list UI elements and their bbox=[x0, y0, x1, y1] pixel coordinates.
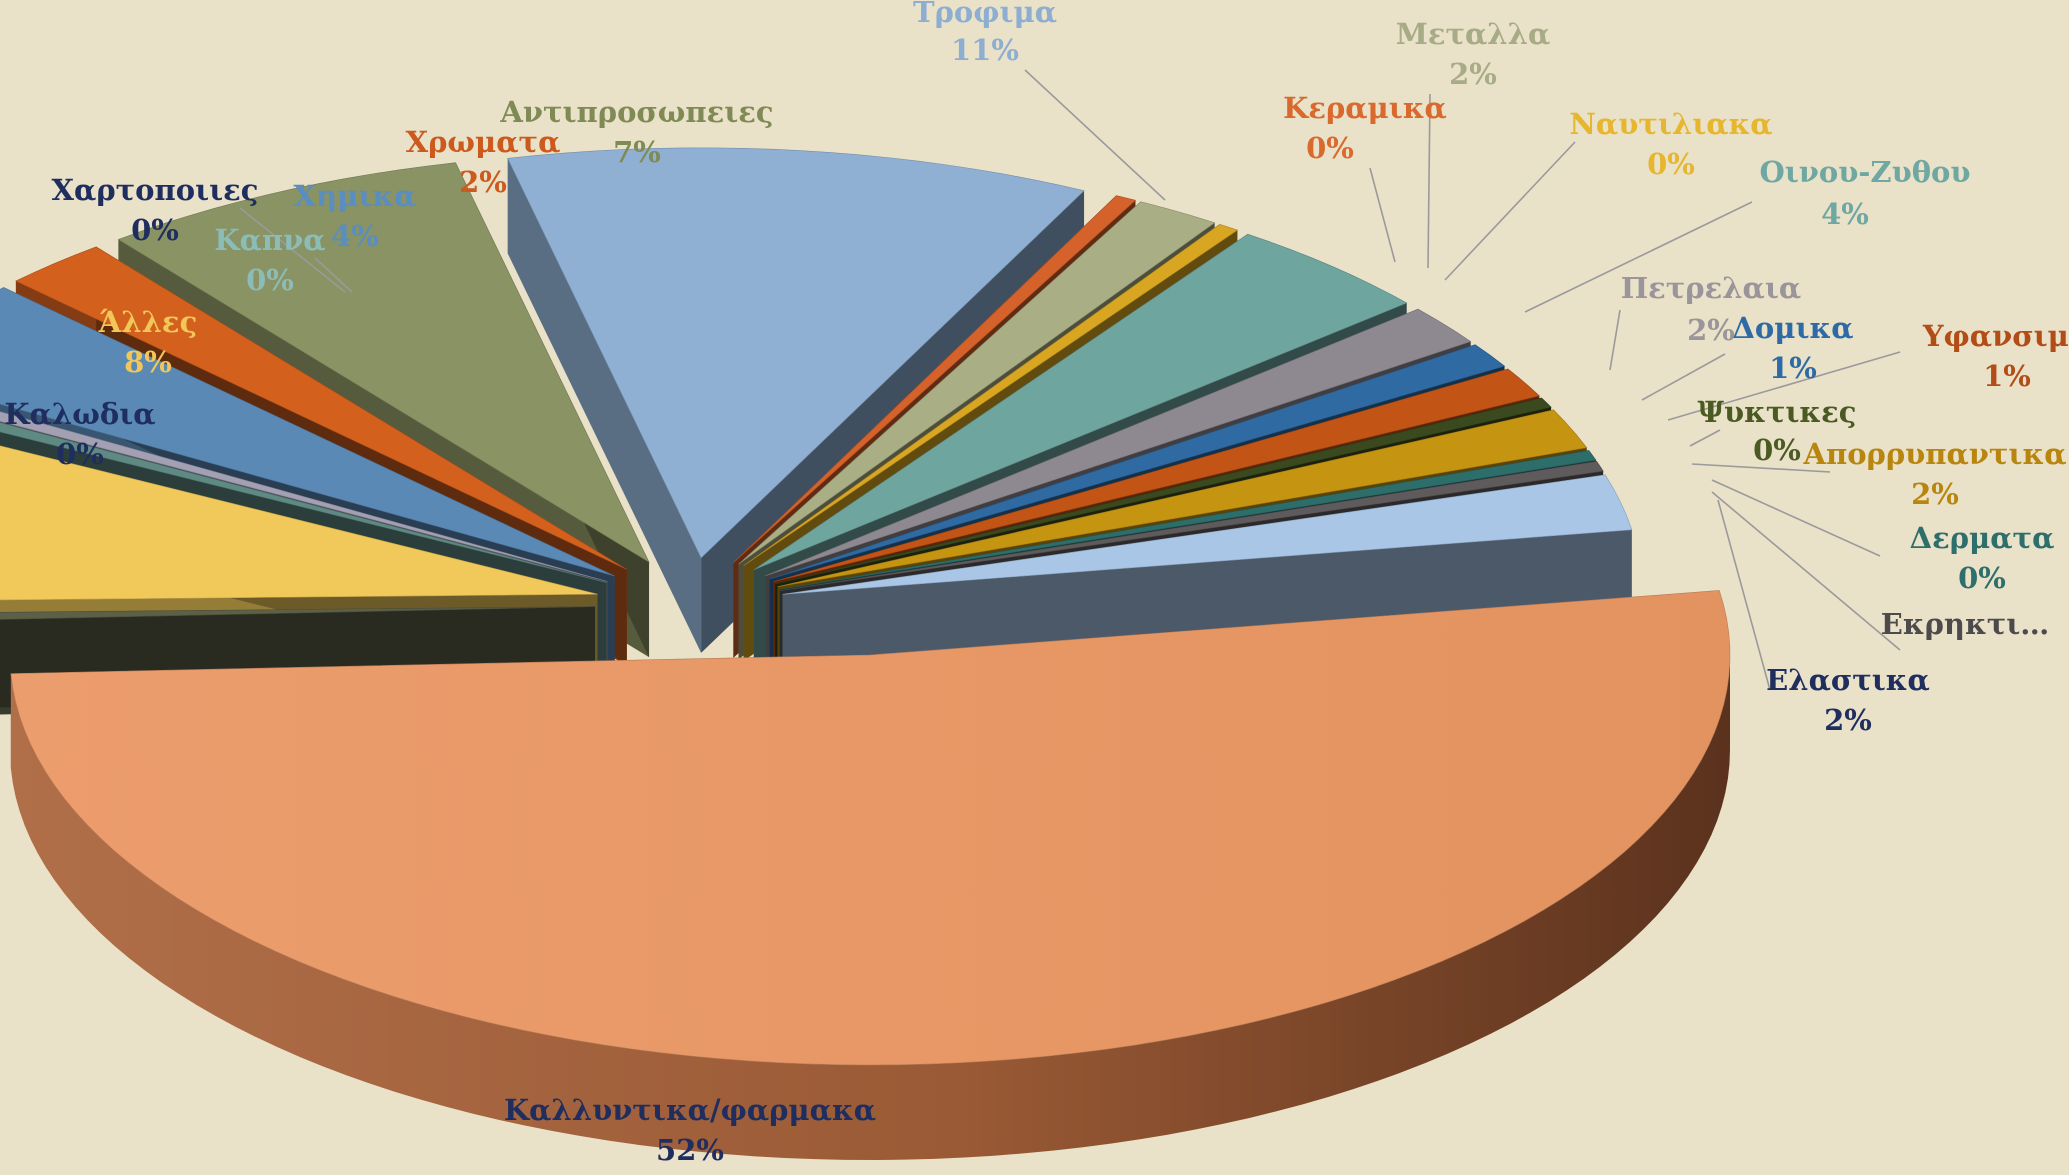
leader-line bbox=[1369, 167, 1396, 263]
leader-line bbox=[1717, 499, 1771, 691]
slice-top bbox=[0, 422, 607, 583]
leader-line bbox=[314, 257, 353, 293]
slice-label: Αντιπροσωπειες bbox=[499, 95, 773, 129]
leader-line bbox=[1691, 463, 1831, 473]
slice-top bbox=[0, 287, 615, 577]
slice-value-label: 0% bbox=[1647, 147, 1695, 181]
slice-value-label: 0% bbox=[56, 437, 104, 471]
slice-label: Ψυκτικες bbox=[1698, 395, 1857, 429]
slice-value-label: 2% bbox=[459, 165, 507, 199]
slice-label: Δερματα bbox=[1910, 521, 2055, 555]
slice-value-label: 8% bbox=[124, 345, 172, 379]
leader-line bbox=[1667, 351, 1901, 421]
leader-line bbox=[1024, 69, 1166, 201]
slice-label: Απορρυπαντικα bbox=[1802, 437, 2066, 471]
slice-top bbox=[769, 344, 1506, 580]
slice-top bbox=[753, 233, 1408, 571]
slice-value-label: 7% bbox=[613, 135, 661, 169]
leader-line bbox=[1711, 491, 1901, 651]
leader-line bbox=[1427, 93, 1431, 269]
leader-line bbox=[1524, 201, 1753, 313]
slice-value-label: 0% bbox=[1958, 561, 2006, 595]
slice-top bbox=[0, 411, 608, 582]
slice-top bbox=[775, 397, 1552, 585]
slice-value-label: 2% bbox=[1449, 57, 1497, 91]
slice-label: Χρωματα bbox=[406, 125, 561, 159]
leader-line bbox=[1444, 141, 1576, 281]
slice-top bbox=[780, 460, 1604, 591]
slice-top bbox=[777, 409, 1588, 587]
slice-labels: Τροφιμα 11% Κεραμικα 0% Μεταλλα 2% Ναυτιλιακα 0… bbox=[4, 0, 2069, 1167]
slice-value-label: 1% bbox=[1769, 351, 1817, 385]
slice-value-label: 2% bbox=[1911, 477, 1959, 511]
leader-line bbox=[1711, 479, 1881, 557]
slice-value-label: 0% bbox=[1306, 131, 1354, 165]
slice-label: Δομικα bbox=[1732, 311, 1853, 345]
slice-label: Καλωδια bbox=[4, 397, 155, 431]
slice-top bbox=[782, 474, 1633, 595]
slice-label: Ναυτιλιακα bbox=[1569, 107, 1772, 141]
slice-value-label: 0% bbox=[1753, 433, 1801, 467]
slice-top bbox=[738, 201, 1216, 565]
slice-top bbox=[765, 308, 1472, 577]
slice-value-label: 2% bbox=[1824, 703, 1872, 737]
slice-label: Ελαστικα bbox=[1766, 663, 1930, 697]
slice-value-label: 2% bbox=[1687, 313, 1735, 347]
slice-value-label: 4% bbox=[331, 219, 379, 253]
pie-slices bbox=[0, 147, 1731, 1160]
slice-label: Εκρηκτι… bbox=[1881, 607, 2050, 641]
slice-value-label: 1% bbox=[1983, 359, 2031, 393]
slice-label: Καπνα bbox=[214, 223, 325, 257]
slice-top bbox=[15, 246, 627, 570]
leader-line bbox=[239, 207, 346, 293]
slice-top bbox=[10, 590, 1731, 1066]
leader-line bbox=[1641, 353, 1726, 401]
leader-line bbox=[1689, 429, 1721, 447]
slice-value-label: 0% bbox=[246, 263, 294, 297]
slice-top bbox=[0, 445, 598, 601]
slice-label: Άλλες bbox=[98, 305, 197, 339]
slice-label: Οινου-Ζυθου bbox=[1759, 155, 1970, 189]
slice-top bbox=[507, 147, 1085, 559]
slice-value-label: 52% bbox=[656, 1133, 724, 1167]
slice-value-label: 4% bbox=[1821, 197, 1869, 231]
slice-label: Χημικα bbox=[294, 179, 417, 213]
slice-label: Μεταλλα bbox=[1396, 17, 1551, 51]
slice-label: Χαρτοποιιες bbox=[52, 173, 259, 207]
slice-top bbox=[117, 162, 650, 563]
slice-side bbox=[10, 655, 1731, 1160]
slice-top bbox=[743, 223, 1239, 567]
slice-label: Τροφιμα bbox=[913, 0, 1057, 29]
slice-top bbox=[733, 195, 1137, 563]
slice-top bbox=[0, 606, 596, 620]
slice-top bbox=[772, 368, 1540, 583]
slice-value-label: 11% bbox=[951, 33, 1019, 67]
slice-value-label: 0% bbox=[131, 213, 179, 247]
slice-label: Κεραμικα bbox=[1283, 91, 1447, 125]
slice-wall bbox=[507, 158, 702, 653]
slice-label: Καλλυντικα/φαρμακα bbox=[504, 1093, 876, 1127]
slice-καλλυντικα-φαρμακα bbox=[10, 590, 1731, 1160]
leader-lines bbox=[239, 69, 1901, 691]
slice-top bbox=[779, 450, 1597, 590]
slice-label: Πετρελαια bbox=[1621, 271, 1801, 305]
leader-line bbox=[1609, 309, 1621, 371]
slice-label: Υφανσιμα bbox=[1922, 319, 2069, 353]
